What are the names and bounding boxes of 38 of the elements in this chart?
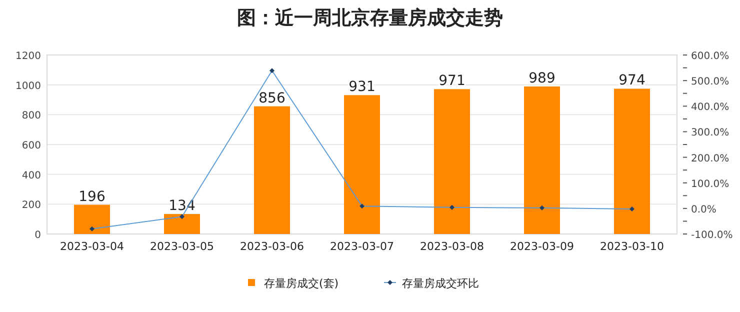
data-label: 856 — [258, 90, 286, 106]
bar — [164, 214, 200, 234]
x-tick-label: 2023-03-04 — [60, 240, 124, 253]
data-label: 989 — [528, 70, 556, 86]
x-tick-label: 2023-03-07 — [330, 240, 394, 253]
y-tick-label: 0 — [34, 230, 41, 241]
bar — [434, 89, 470, 234]
x-tick-label: 2023-03-09 — [510, 240, 574, 253]
y2-tick-label: 600.0% — [691, 51, 730, 62]
x-tick-label: 2023-03-10 — [600, 240, 664, 253]
bar — [254, 106, 290, 234]
y2-tick-label: 100.0% — [691, 178, 730, 190]
chart-title: 图：近一周北京存量房成交走势 — [237, 7, 503, 29]
legend-label: 存量房成交(套) — [264, 277, 339, 290]
y2-tick-label: 500.0% — [691, 76, 730, 88]
bar — [524, 86, 560, 234]
data-label: 974 — [618, 72, 646, 89]
y-tick-label: 600 — [22, 140, 41, 152]
y2-tick-label: 0.0% — [691, 204, 716, 216]
y-tick-label: 800 — [22, 110, 41, 122]
y2-tick-label: 200.0% — [691, 153, 730, 164]
bar — [614, 88, 650, 234]
x-tick-label: 2023-03-06 — [240, 240, 304, 253]
legend-label: 存量房成交环比 — [402, 277, 479, 290]
x-tick-label: 2023-03-05 — [150, 240, 214, 253]
y2-tick-label: -100.0% — [691, 230, 733, 241]
bar — [74, 204, 110, 234]
y-tick-label: 1000 — [16, 80, 41, 92]
y2-tick-label: 300.0% — [691, 128, 730, 139]
x-tick-label: 2023-03-08 — [420, 240, 484, 253]
data-label: 931 — [348, 79, 376, 96]
y-tick-label: 1200 — [16, 51, 41, 62]
y2-tick-label: 400.0% — [691, 102, 730, 114]
data-label: 196 — [78, 188, 106, 205]
data-label: 971 — [438, 73, 466, 90]
y-tick-label: 400 — [22, 170, 41, 182]
bar — [344, 95, 380, 234]
y-tick-label: 200 — [22, 200, 41, 212]
